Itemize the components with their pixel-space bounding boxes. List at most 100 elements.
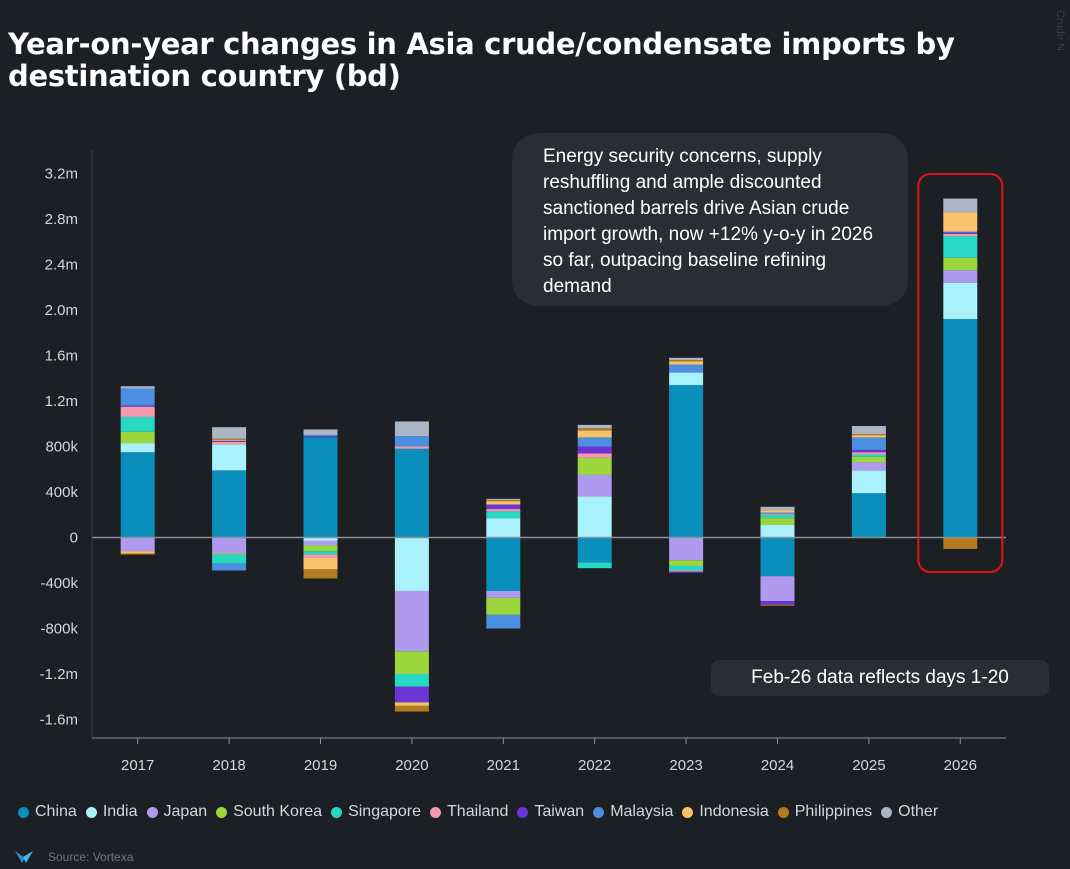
x-tick-label: 2024: [761, 757, 794, 774]
bar-segment-china: [394, 448, 429, 538]
y-axis: 3.2m 2.8m 2.4m 2.0m 1.6m 1.2m 800k 400k 0 -400k -8…: [40, 166, 79, 729]
bar-segment-japan: [212, 537, 247, 554]
bar-segment-other: [577, 424, 612, 429]
legend-swatch: [146, 806, 158, 818]
bar-segment-indonesia: [577, 430, 612, 438]
legend-label: Malaysia: [610, 803, 674, 820]
bar-stacks: [120, 198, 978, 712]
x-tick-label: 2018: [212, 757, 245, 774]
x-tick-label: 2022: [578, 757, 611, 774]
x-tick-label: 2026: [944, 757, 977, 774]
legend-item-south-korea: South Korea: [216, 803, 322, 821]
bar-segment-japan: [760, 576, 795, 602]
bar-segment-indonesia: [851, 435, 886, 438]
legend-swatch: [517, 806, 529, 818]
bar-segment-philippines: [577, 428, 612, 431]
bar-segment-malaysia: [577, 437, 612, 447]
highlight-box-2026: [917, 173, 1004, 573]
y-tick-label: -1.2m: [40, 666, 78, 683]
y-tick-label: -1.6m: [40, 712, 78, 729]
bar-segment-south-korea: [577, 457, 612, 475]
bar-segment-thailand: [669, 570, 704, 572]
bar-segment-india: [212, 444, 247, 471]
legend: China India Japan South Korea Singapore Thail…: [18, 803, 947, 821]
vortexa-logo-icon: [15, 851, 33, 863]
bar-segment-taiwan: [486, 504, 521, 510]
bar-segment-indonesia: [669, 361, 704, 365]
legend-swatch: [430, 806, 442, 818]
legend-label: South Korea: [233, 803, 323, 820]
y-tick-label: 3.2m: [45, 166, 78, 183]
bar-segment-japan: [303, 540, 338, 546]
bar-stack-2024: [760, 506, 795, 606]
bar-segment-other: [120, 386, 155, 389]
source-line: Source: Vortexa: [14, 850, 133, 864]
bar-segment-china: [851, 493, 886, 538]
legend-item-china: China: [18, 803, 77, 821]
bar-segment-china: [577, 537, 612, 563]
bar-segment-india: [577, 496, 612, 538]
bar-segment-south-korea: [669, 560, 704, 566]
bar-segment-india: [760, 524, 795, 538]
bar-segment-taiwan: [303, 436, 338, 438]
legend-item-thailand: Thailand: [430, 803, 508, 821]
bar-segment-japan: [486, 590, 521, 598]
bar-segment-indonesia: [943, 212, 978, 232]
bar-segment-india: [943, 282, 978, 320]
bar-stack-2020: [394, 421, 429, 712]
bar-segment-india: [486, 518, 521, 538]
bar-segment-thailand: [486, 509, 521, 512]
bar-segment-singapore: [669, 565, 704, 571]
bar-segment-india: [394, 537, 429, 591]
legend-item-taiwan: Taiwan: [517, 803, 584, 821]
bar-segment-singapore: [212, 554, 247, 564]
bar-segment-philippines: [303, 569, 338, 579]
bar-segment-china: [943, 319, 978, 538]
bar-segment-thailand: [394, 446, 429, 449]
bar-segment-malaysia: [943, 231, 978, 233]
legend-item-indonesia: Indonesia: [682, 803, 769, 821]
bar-segment-thailand: [577, 453, 612, 458]
legend-swatch: [881, 806, 893, 818]
y-tick-label: 400k: [45, 484, 78, 501]
bar-segment-malaysia: [851, 437, 886, 450]
y-tick-label: 0: [70, 530, 78, 547]
bar-segment-indonesia: [120, 551, 155, 554]
chart-title: Year-on-year changes in Asia crude/conde…: [8, 27, 955, 93]
bar-segment-singapore: [394, 674, 429, 687]
bar-segment-japan: [577, 474, 612, 497]
bar-stack-2026: [943, 198, 978, 549]
bar-segment-india: [851, 470, 886, 494]
bar-segment-japan: [851, 462, 886, 471]
legend-swatch: [682, 806, 694, 818]
bar-segment-other: [943, 198, 978, 213]
legend-swatch: [593, 806, 605, 818]
bar-segment-taiwan: [212, 440, 247, 442]
bar-stack-2022: [577, 424, 612, 569]
bar-segment-south-korea: [394, 651, 429, 674]
legend-item-singapore: Singapore: [331, 803, 421, 821]
bar-segment-other: [394, 421, 429, 437]
legend-swatch: [216, 806, 228, 818]
bar-segment-south-korea: [760, 518, 795, 525]
bar-segment-india: [669, 372, 704, 386]
bar-segment-philippines: [120, 553, 155, 555]
y-tick-label: -400k: [40, 575, 78, 592]
y-tick-label: 2.8m: [45, 211, 78, 228]
legend-label: China: [35, 803, 77, 820]
bar-segment-philippines: [394, 705, 429, 712]
bar-segment-singapore: [851, 454, 886, 457]
x-tick-label: 2021: [487, 757, 520, 774]
bar-segment-china: [303, 437, 338, 538]
bar-segment-philippines: [943, 537, 978, 549]
bar-segment-singapore: [303, 551, 338, 555]
annotation-callout: Energy security concerns, supply reshuff…: [512, 133, 908, 306]
bar-segment-taiwan: [943, 232, 978, 234]
bar-segment-other: [851, 426, 886, 434]
bar-segment-china: [669, 385, 704, 538]
bar-segment-taiwan: [669, 571, 704, 573]
bar-segment-indonesia: [486, 501, 521, 505]
bar-segment-south-korea: [943, 257, 978, 271]
bar-stack-2017: [120, 386, 155, 555]
bar-segment-indonesia: [303, 557, 338, 570]
